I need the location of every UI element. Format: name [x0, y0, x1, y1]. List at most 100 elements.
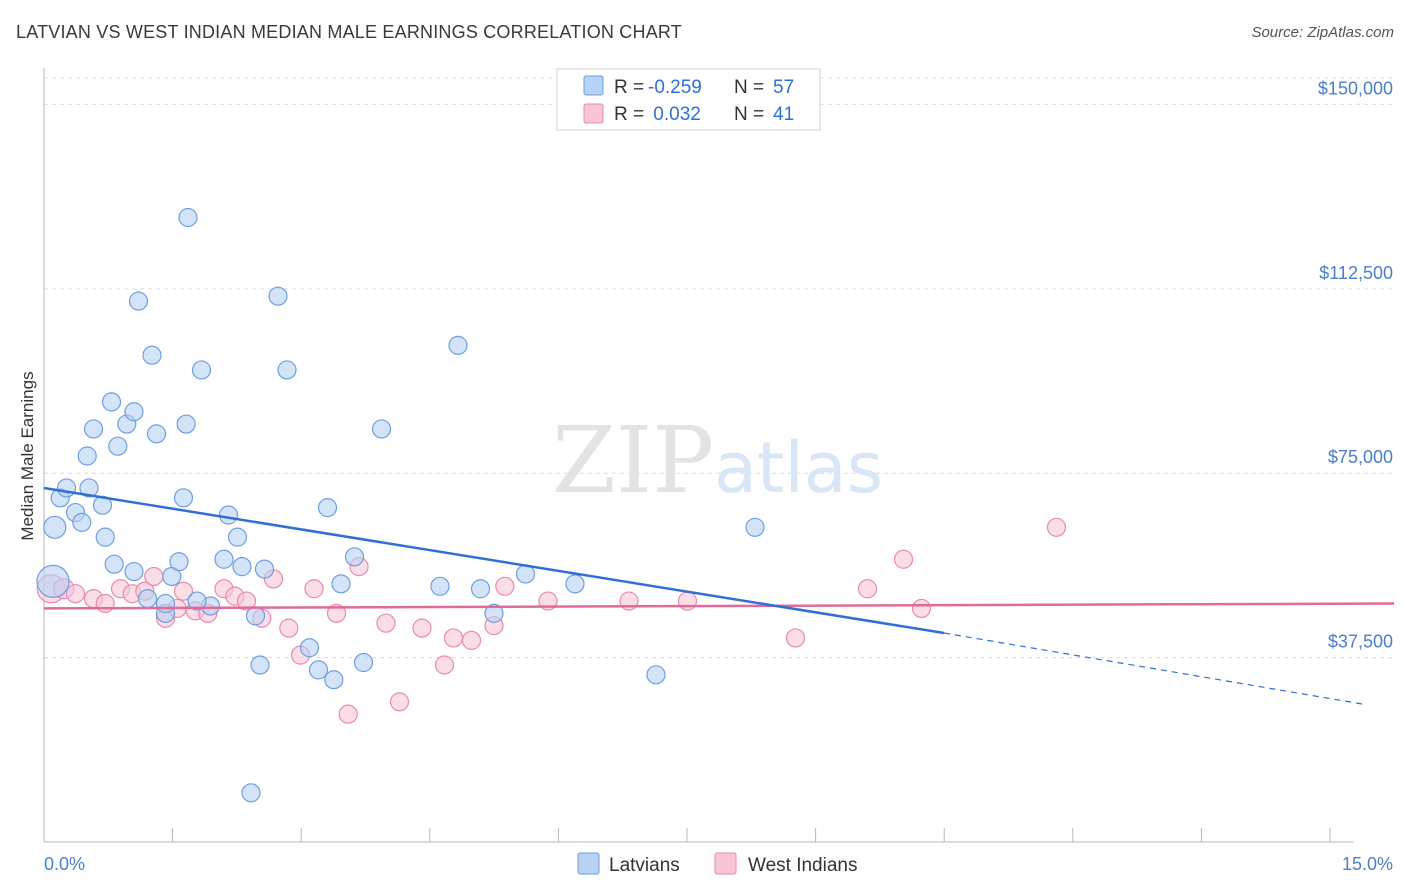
west-indians-point-32 [495, 576, 515, 596]
latvians-point-50 [745, 517, 765, 537]
west-indians-point-25 [376, 613, 396, 633]
latvians-point-0 [36, 564, 70, 598]
latvians-point-49 [646, 665, 666, 685]
west-indians-point-30 [461, 630, 482, 650]
west-indians-point-16 [236, 591, 257, 611]
latvians-point-23 [178, 207, 198, 228]
latvians-point-31 [245, 606, 266, 626]
y-axis-label: Median Male Earnings [18, 371, 37, 540]
legend-n-value-2: 41 [773, 104, 794, 125]
latvians-point-32 [250, 655, 270, 675]
legend-r-value-1: -0.259 [648, 77, 702, 98]
latvians-point-43 [430, 576, 450, 596]
west-indians-point-27 [412, 618, 432, 638]
watermark-atlas: atlas [714, 427, 883, 509]
bottom-legend-west-indians: West Indians [748, 855, 857, 876]
west-indians-point-11 [173, 581, 194, 601]
latvians-point-46 [484, 603, 504, 623]
latvians-point-25 [191, 360, 212, 380]
west-indians-point-23 [338, 704, 358, 724]
west-indians-point-22 [326, 603, 347, 623]
latvians-point-17 [142, 345, 162, 365]
latvians-point-35 [299, 638, 320, 658]
latvians-point-36 [308, 660, 329, 680]
latvians-point-55 [254, 559, 275, 579]
chart-title: LATVIAN VS WEST INDIAN MEDIAN MALE EARNI… [16, 22, 682, 42]
latvians-point-14 [124, 402, 144, 422]
west-indians-point-36 [785, 628, 806, 648]
west-indians-point-4 [95, 593, 115, 614]
west-indians-point-2 [65, 584, 86, 604]
latvians-point-12 [104, 554, 124, 574]
source-credit: Source: ZipAtlas.com [1251, 24, 1394, 41]
latvians-trend-extension [943, 632, 1365, 705]
latvians-point-38 [324, 670, 344, 690]
west-indians-point-38 [893, 549, 914, 569]
y-tick-label-3: $150,000 [1318, 78, 1393, 98]
bottom-legend-swatch-west-indians [714, 852, 737, 875]
west-indians-point-21 [304, 579, 324, 599]
west-indians-point-39 [911, 598, 932, 619]
latvians-point-54 [187, 591, 207, 611]
latvians-point-16 [137, 588, 158, 609]
y-tick-label-0: $37,500 [1328, 632, 1393, 652]
legend-r-value-2: 0.032 [648, 104, 701, 125]
axes [43, 68, 1354, 843]
trend-lines [43, 486, 1395, 705]
west-indians-point-28 [434, 655, 455, 675]
watermark-zip: ZIP [552, 407, 714, 514]
latvians-point-24 [176, 414, 196, 434]
latvians-point-34 [277, 360, 297, 380]
latvians-point-8 [83, 419, 104, 439]
latvians-point-9 [101, 392, 122, 412]
latvians-point-53 [155, 593, 176, 614]
latvians-point-7 [72, 512, 92, 532]
west-indians-point-19 [279, 618, 299, 638]
latvians-trend-line [43, 486, 945, 635]
latvians-point-41 [353, 652, 374, 673]
latvians-point-10 [108, 436, 128, 456]
latvians-point-30 [232, 557, 252, 577]
latvians-point-15 [128, 291, 149, 311]
legend-n-label-1: N = [734, 77, 764, 98]
y-tick-label-1: $75,000 [1328, 447, 1393, 467]
bottom-legend-latvians: Latvians [609, 855, 680, 876]
legend-n-value-1: 57 [773, 77, 794, 98]
latvians-point-45 [470, 579, 491, 599]
latvians-point-5 [77, 446, 97, 466]
latvians-point-51 [95, 527, 115, 547]
latvians-point-44 [448, 335, 468, 355]
latvians-point-42 [371, 419, 392, 439]
latvians-point-27 [214, 549, 234, 569]
y-tick-labels: $37,500 $75,000 $112,500 $150,000 [1318, 78, 1393, 651]
latvians-point-18 [146, 424, 167, 444]
legend-n-label-2: N = [734, 104, 764, 125]
latvians-point-40 [344, 547, 365, 567]
west-indians-points [36, 517, 1067, 724]
latvians-point-22 [173, 488, 194, 508]
bottom-legend-swatch-latvians [577, 852, 600, 875]
latvians-point-52 [124, 561, 144, 582]
west-indians-point-26 [389, 692, 410, 712]
west-indians-point-37 [857, 579, 878, 599]
latvians-point-1 [43, 515, 67, 539]
west-indians-point-29 [443, 628, 464, 648]
latvians-point-29 [227, 527, 248, 547]
latvians-point-28 [218, 505, 239, 525]
latvians-point-39 [331, 574, 351, 594]
west-indians-point-8 [144, 566, 164, 587]
legend-swatch-latvians [583, 75, 604, 96]
legend-r-label-2: R = [614, 104, 644, 125]
series-legend: Latvians West Indians [577, 852, 857, 876]
latvians-point-48 [565, 574, 585, 594]
latvians-point-37 [317, 498, 338, 518]
latvians-points [36, 207, 765, 803]
west-indians-point-40 [1046, 517, 1067, 537]
latvians-point-6 [79, 478, 99, 498]
legend-swatch-west-indians [583, 103, 604, 124]
x-tick-label-max: 15.0% [1342, 854, 1393, 874]
latvians-point-3 [56, 478, 77, 498]
legend-r-label-1: R = [614, 77, 644, 98]
west-indians-trend-line [43, 602, 1395, 610]
